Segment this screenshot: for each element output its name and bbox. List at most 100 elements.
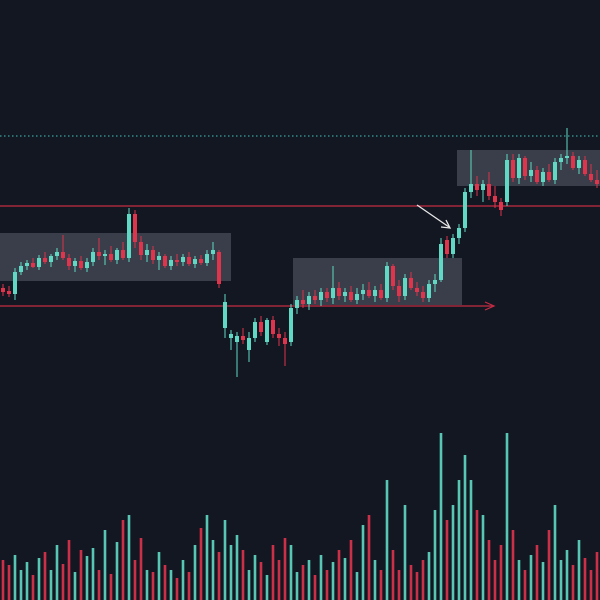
- volume-bar: [49, 570, 53, 600]
- candle-body: [571, 156, 575, 168]
- volume-bar: [277, 560, 281, 600]
- candle-body: [241, 336, 245, 340]
- volume-bar: [595, 552, 599, 600]
- candle-body: [199, 259, 203, 263]
- candle-body: [319, 292, 323, 300]
- volume-bar: [187, 572, 191, 600]
- candle-body: [181, 257, 185, 262]
- volume-bar: [157, 552, 161, 600]
- volume-bar: [433, 510, 437, 600]
- volume-bar: [583, 558, 587, 600]
- candle-body: [475, 184, 479, 190]
- volume-bar: [259, 562, 263, 600]
- candle-body: [175, 260, 179, 262]
- volume-bar: [361, 525, 365, 600]
- candle-body: [559, 158, 563, 162]
- candle-body: [145, 250, 149, 255]
- volume-bar: [25, 562, 29, 600]
- volume-bar: [493, 560, 497, 600]
- volume-bar: [397, 570, 401, 600]
- candle-body: [565, 156, 569, 158]
- candle-body: [235, 336, 239, 342]
- volume-bar: [265, 575, 269, 600]
- annotation-arrow: [416, 204, 450, 228]
- candle-body: [187, 257, 191, 264]
- volume-bar: [355, 572, 359, 600]
- candle-body: [139, 242, 143, 255]
- volume-bar: [463, 455, 467, 600]
- volume-bar: [97, 570, 101, 600]
- volume-bar: [109, 574, 113, 600]
- volume-bar: [283, 538, 287, 600]
- volume-bar: [523, 570, 527, 600]
- volume-bar: [589, 570, 593, 600]
- candle-body: [271, 320, 275, 334]
- candle-body: [433, 280, 437, 284]
- candle-body: [553, 162, 557, 180]
- candle-body: [79, 261, 83, 268]
- candle-body: [61, 252, 65, 258]
- volume-bar: [181, 560, 185, 600]
- candle-body: [169, 260, 173, 266]
- candle-body: [43, 258, 47, 262]
- candle-body: [289, 308, 293, 342]
- volume-bar: [7, 565, 11, 600]
- volume-bar: [211, 540, 215, 600]
- candle-body: [25, 263, 29, 266]
- volume-bar: [379, 570, 383, 600]
- volume-bar: [67, 540, 71, 600]
- candle-body: [115, 250, 119, 260]
- candle-body: [163, 256, 167, 266]
- volume-bar: [535, 545, 539, 600]
- volume-bar: [295, 572, 299, 600]
- candle-body: [535, 170, 539, 182]
- candle-body: [121, 250, 125, 258]
- candles: [1, 128, 599, 377]
- candle-body: [7, 291, 11, 294]
- volume-bar: [307, 560, 311, 600]
- volume-bar: [217, 552, 221, 600]
- volume-bar: [223, 520, 227, 600]
- candle-body: [427, 284, 431, 298]
- candle-body: [589, 174, 593, 180]
- volume-bar: [289, 545, 293, 600]
- volume-bar: [367, 515, 371, 600]
- volume-bar: [13, 555, 17, 600]
- candle-body: [295, 300, 299, 308]
- candle-body: [277, 334, 281, 338]
- candle-body: [361, 290, 365, 294]
- candle-body: [523, 158, 527, 176]
- candle-body: [481, 184, 485, 190]
- volume-bar: [229, 545, 233, 600]
- candle-body: [451, 238, 455, 254]
- candle-body: [439, 244, 443, 280]
- volume-bar: [85, 556, 89, 600]
- volume-bar: [427, 552, 431, 600]
- candle-body: [193, 259, 197, 264]
- volume-bar: [247, 570, 251, 600]
- volume-bar: [469, 480, 473, 600]
- candle-body: [133, 214, 137, 242]
- volume-bar: [337, 550, 341, 600]
- candle-body: [19, 266, 23, 272]
- volume-bar: [331, 562, 335, 600]
- candle-body: [409, 278, 413, 288]
- candle-body: [583, 160, 587, 174]
- volume-bar: [199, 528, 203, 600]
- candle-body: [31, 263, 35, 267]
- candle-body: [517, 158, 521, 178]
- volume-bar: [145, 570, 149, 600]
- volume-bar: [415, 572, 419, 600]
- candle-body: [325, 292, 329, 298]
- candle-body: [505, 160, 509, 202]
- candle-body: [217, 252, 221, 284]
- candle-body: [127, 214, 131, 258]
- candle-body: [487, 184, 491, 196]
- candle-body: [1, 288, 5, 292]
- volume-bar: [577, 540, 581, 600]
- candle-body: [397, 286, 401, 296]
- candle-body: [547, 172, 551, 180]
- candle-body: [259, 322, 263, 332]
- volume-bar: [103, 530, 107, 600]
- volume-bar: [529, 555, 533, 600]
